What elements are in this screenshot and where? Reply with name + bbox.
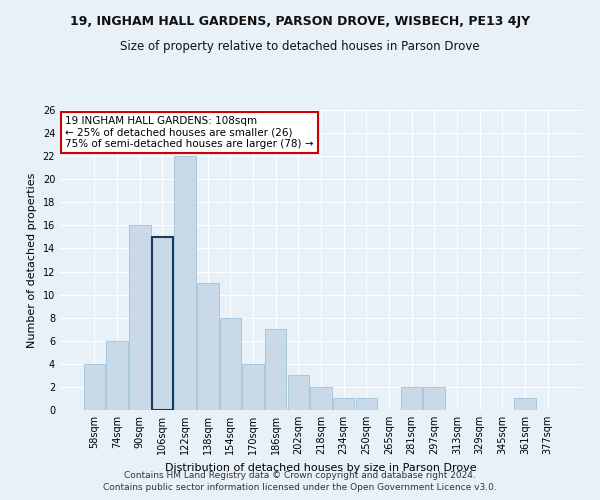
- Bar: [265, 329, 286, 410]
- Bar: [129, 226, 151, 410]
- Bar: [84, 364, 105, 410]
- Text: Contains HM Land Registry data © Crown copyright and database right 2024.: Contains HM Land Registry data © Crown c…: [124, 471, 476, 480]
- Text: 19, INGHAM HALL GARDENS, PARSON DROVE, WISBECH, PE13 4JY: 19, INGHAM HALL GARDENS, PARSON DROVE, W…: [70, 15, 530, 28]
- Bar: [401, 387, 422, 410]
- Bar: [424, 387, 445, 410]
- Bar: [152, 237, 173, 410]
- Bar: [242, 364, 264, 410]
- Bar: [287, 376, 309, 410]
- Text: Size of property relative to detached houses in Parson Drove: Size of property relative to detached ho…: [120, 40, 480, 53]
- Bar: [175, 156, 196, 410]
- Bar: [356, 398, 377, 410]
- X-axis label: Distribution of detached houses by size in Parson Drove: Distribution of detached houses by size …: [165, 462, 477, 472]
- Bar: [514, 398, 536, 410]
- Bar: [197, 283, 218, 410]
- Y-axis label: Number of detached properties: Number of detached properties: [27, 172, 37, 348]
- Bar: [220, 318, 241, 410]
- Bar: [106, 341, 128, 410]
- Bar: [310, 387, 332, 410]
- Text: 19 INGHAM HALL GARDENS: 108sqm
← 25% of detached houses are smaller (26)
75% of : 19 INGHAM HALL GARDENS: 108sqm ← 25% of …: [65, 116, 314, 149]
- Text: Contains public sector information licensed under the Open Government Licence v3: Contains public sector information licen…: [103, 484, 497, 492]
- Bar: [333, 398, 355, 410]
